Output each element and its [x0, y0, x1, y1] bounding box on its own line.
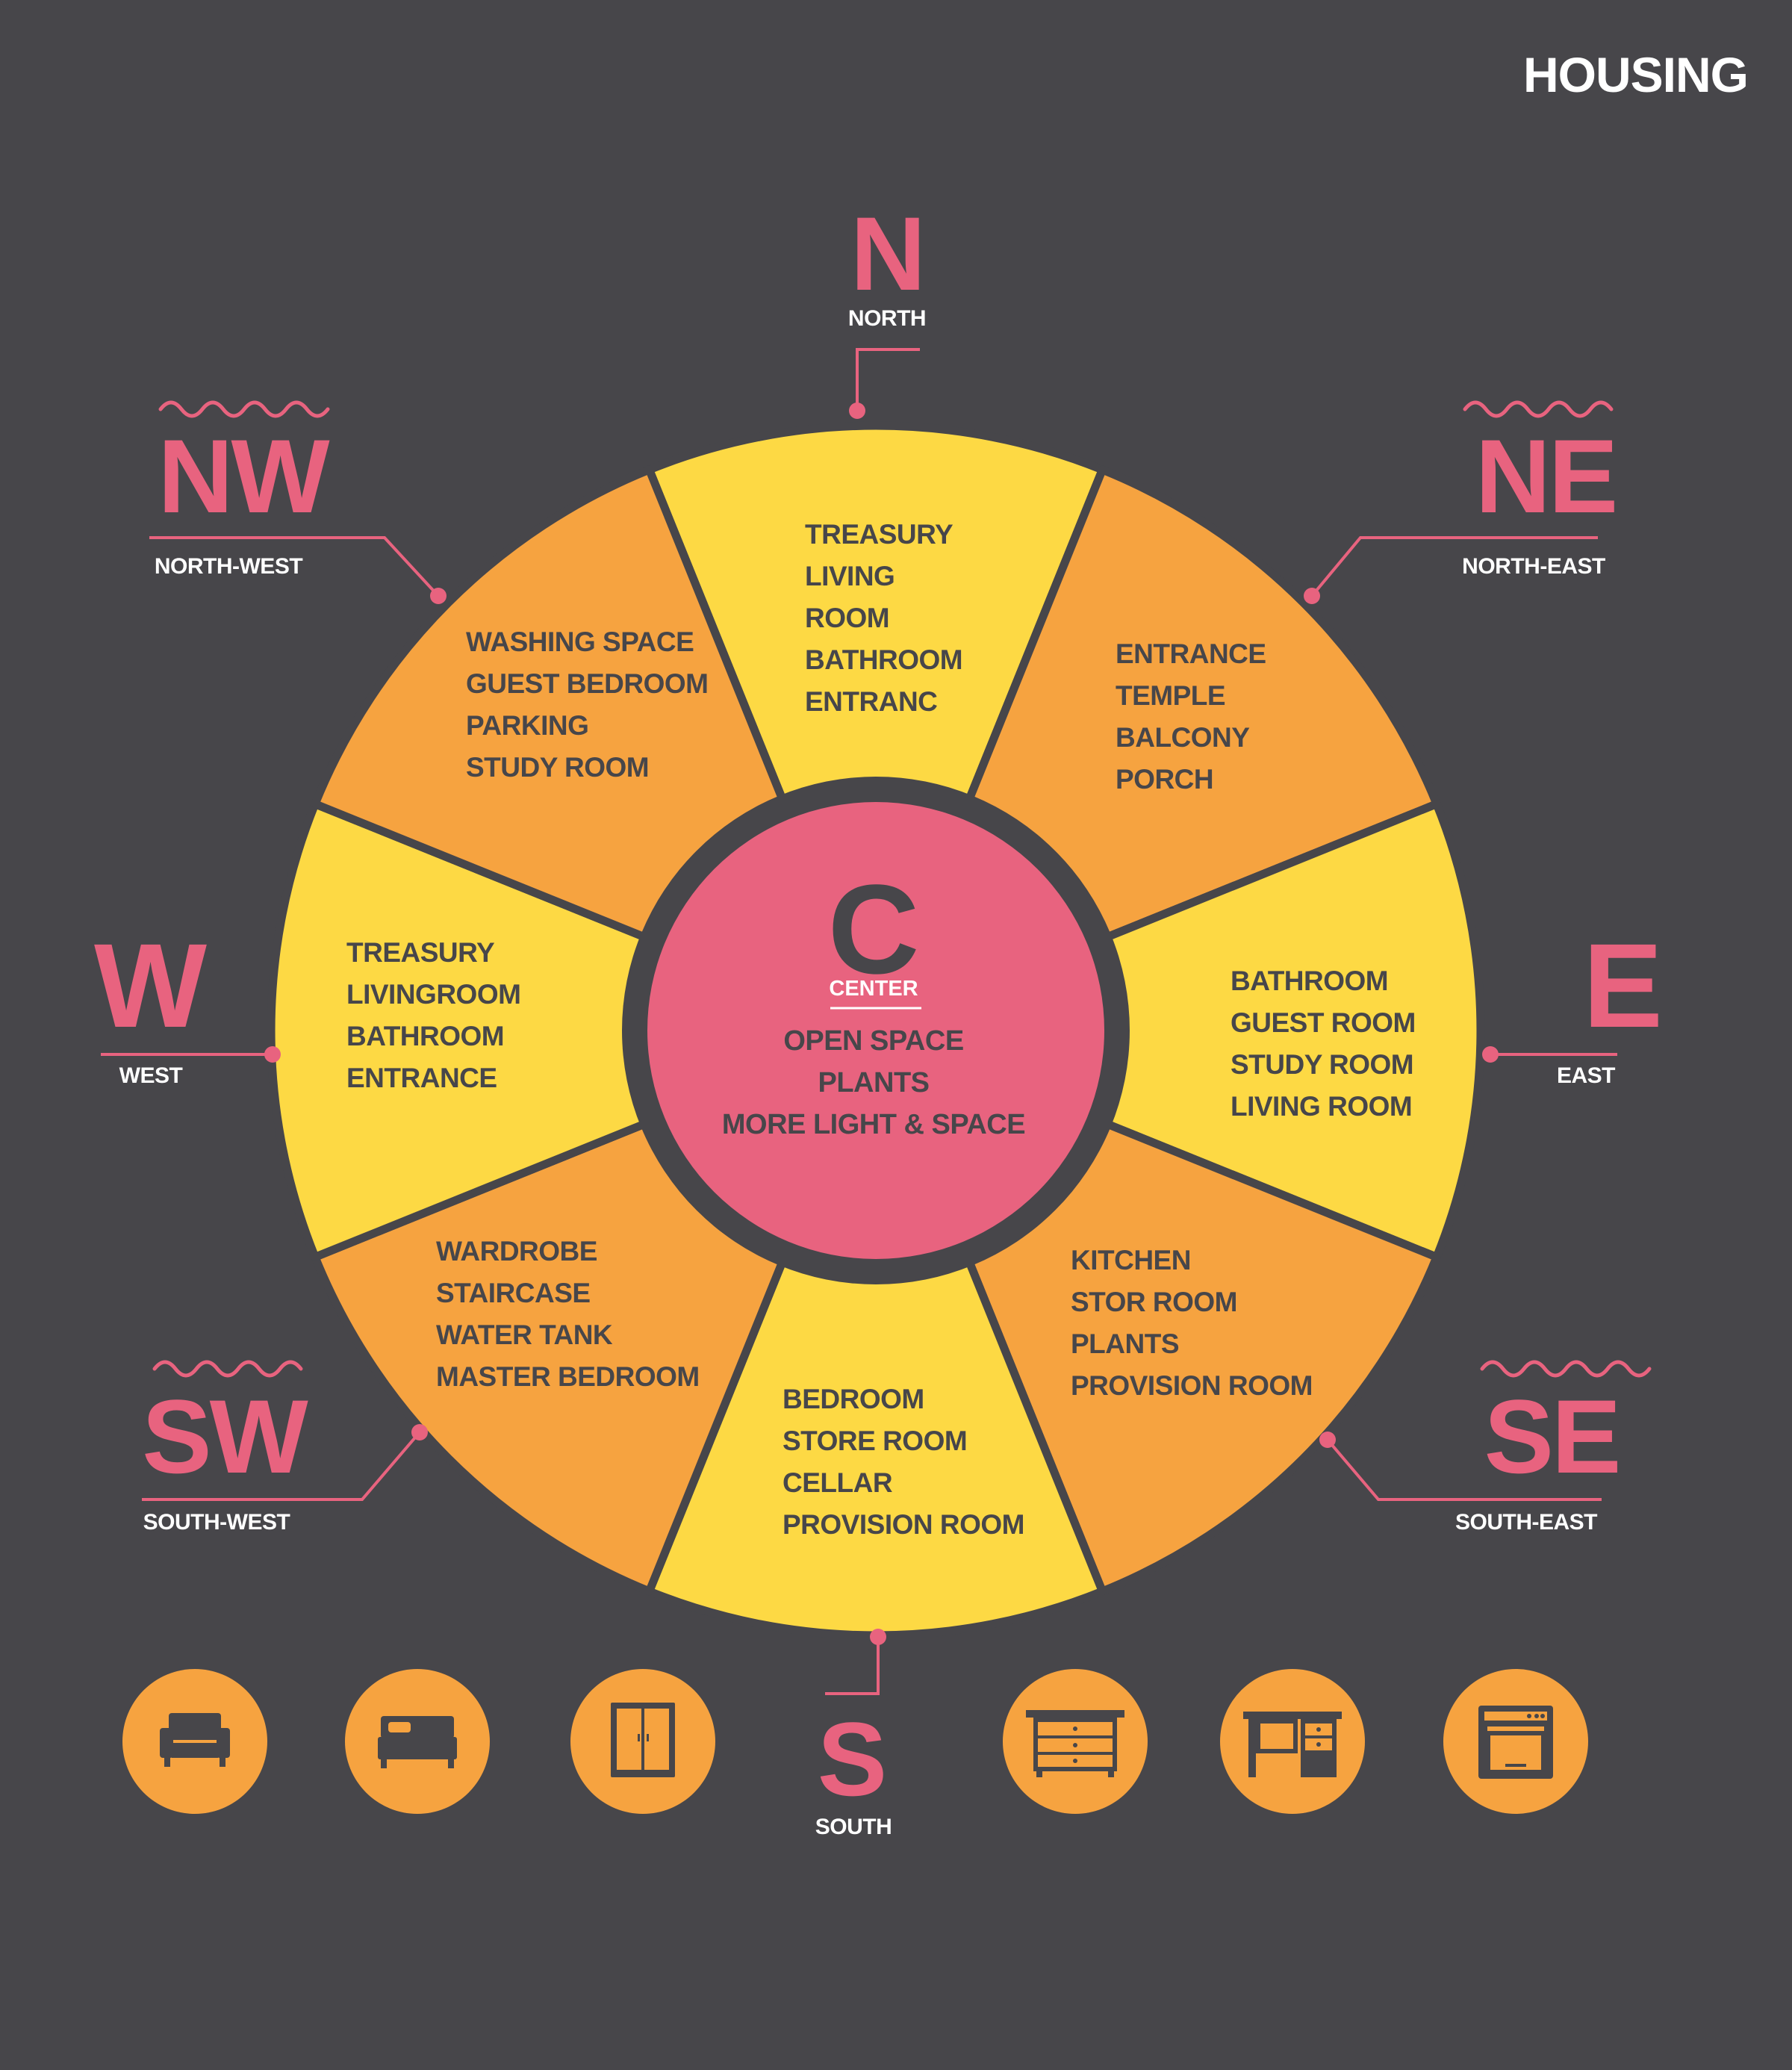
south-west-wave-icon	[152, 1360, 303, 1378]
north-west-wave-icon	[158, 400, 330, 418]
sector-item: ENTRANC	[805, 686, 938, 717]
sector-item: KITCHEN	[1071, 1245, 1191, 1275]
sector-north-east-text: ENTRANCE TEMPLE BALCONY PORCH	[1116, 633, 1266, 801]
east-dot	[1482, 1046, 1499, 1063]
housing-logo: HOUSING	[1523, 47, 1749, 102]
sector-item: ENTRANCE	[1116, 638, 1266, 669]
center-label: CENTER	[829, 977, 918, 1001]
south-east-connector	[1326, 1438, 1602, 1501]
center-items: OPEN SPACE PLANTS MORE LIGHT & SPACE	[687, 1020, 1060, 1146]
sector-item: LIVINGROOM	[346, 979, 521, 1010]
north-east-abbr: NE	[1475, 417, 1618, 535]
sector-item: TEMPLE	[1116, 680, 1226, 711]
dresser-icon	[1026, 1710, 1124, 1777]
sector-south-text: BEDROOM STORE ROOM CELLAR PROVISION ROOM	[783, 1379, 1024, 1546]
north-west-name: NORTH-WEST	[154, 554, 303, 579]
south-west-abbr: SW	[142, 1378, 308, 1495]
sector-item: BATHROOM	[346, 1021, 505, 1051]
south-west-connector	[142, 1431, 421, 1501]
sector-item: LIVING	[805, 561, 895, 591]
sector-item: BEDROOM	[783, 1384, 924, 1414]
west-abbr: W	[93, 919, 207, 1052]
east-name: EAST	[1556, 1063, 1616, 1088]
sector-item: PORCH	[1116, 764, 1214, 795]
sector-north-west-text: WASHING SPACE GUEST BEDROOM PARKING STUD…	[466, 621, 709, 789]
sector-item: STUDY ROOM	[466, 752, 650, 783]
sector-south-east-text: KITCHEN STOR ROOM PLANTS PROVISION ROOM	[1071, 1240, 1313, 1407]
center-item: PLANTS	[818, 1067, 930, 1098]
sector-item: BATHROOM	[1231, 966, 1389, 996]
oven-icon	[1478, 1706, 1553, 1779]
south-east-name: SOUTH-EAST	[1455, 1510, 1598, 1535]
south-east-dot	[1319, 1432, 1336, 1448]
south-east-abbr: SE	[1484, 1378, 1622, 1495]
sector-west-text: TREASURY LIVINGROOM BATHROOM ENTRANCE	[346, 932, 521, 1099]
sector-item: STUDY ROOM	[1231, 1049, 1414, 1080]
sector-item: TREASURY	[346, 937, 495, 968]
sector-item: STAIRCASE	[436, 1278, 591, 1308]
sector-item: TREASURY	[805, 519, 953, 550]
sector-north-text: TREASURY LIVING ROOM BATHROOM ENTRANC	[805, 514, 963, 723]
sector-item: PROVISION ROOM	[783, 1509, 1024, 1540]
sector-item: CELLAR	[783, 1467, 893, 1498]
sector-item: ROOM	[805, 603, 890, 633]
sector-east-text: BATHROOM GUEST ROOM STUDY ROOM LIVING RO…	[1231, 960, 1416, 1128]
north-west-connector	[149, 536, 440, 597]
sector-item: STORE ROOM	[783, 1426, 968, 1456]
sector-item: BATHROOM	[805, 644, 963, 675]
wardrobe-icon	[611, 1703, 675, 1777]
east-abbr: E	[1583, 919, 1663, 1052]
south-abbr: S	[817, 1700, 887, 1818]
sector-south-west-text: WARDROBE STAIRCASE WATER TANK MASTER BED…	[436, 1231, 700, 1398]
north-connector	[856, 348, 920, 411]
sector-item: WARDROBE	[436, 1236, 597, 1266]
south-west-dot	[411, 1424, 428, 1440]
sector-west	[267, 800, 880, 1261]
sector-item: STOR ROOM	[1071, 1287, 1237, 1317]
bed-icon	[378, 1716, 457, 1768]
sector-east	[871, 800, 1485, 1261]
north-east-connector	[1310, 536, 1598, 597]
sector-item: LIVING ROOM	[1231, 1091, 1413, 1122]
south-east-wave-icon	[1480, 1360, 1652, 1378]
north-dot	[849, 402, 865, 419]
sector-item: PROVISION ROOM	[1071, 1370, 1313, 1401]
sector-item: GUEST ROOM	[1231, 1007, 1416, 1038]
sector-item: WATER TANK	[436, 1320, 613, 1350]
armchair-icon	[160, 1713, 230, 1767]
sector-item: PLANTS	[1071, 1328, 1179, 1359]
sector-item: BALCONY	[1116, 722, 1250, 753]
center-item: OPEN SPACE	[783, 1025, 964, 1057]
sector-item: MASTER BEDROOM	[436, 1361, 700, 1392]
south-connector	[825, 1637, 880, 1695]
sector-item: ENTRANCE	[346, 1063, 497, 1093]
south-west-name: SOUTH-WEST	[143, 1510, 290, 1535]
center-circle	[647, 802, 1104, 1259]
west-dot	[264, 1046, 281, 1063]
north-east-name: NORTH-EAST	[1462, 554, 1605, 579]
sector-item: GUEST BEDROOM	[466, 668, 709, 699]
west-name: WEST	[119, 1063, 183, 1088]
north-east-dot	[1304, 588, 1320, 604]
north-abbr: N	[850, 195, 926, 312]
south-dot	[870, 1629, 886, 1645]
north-west-abbr: NW	[158, 417, 329, 535]
sector-north	[645, 421, 1107, 1035]
north-east-wave-icon	[1463, 400, 1614, 418]
center-item: MORE LIGHT & SPACE	[721, 1109, 1026, 1140]
sector-item: PARKING	[466, 710, 589, 741]
north-name: NORTH	[847, 306, 927, 331]
desk-icon	[1243, 1712, 1342, 1777]
sector-item: WASHING SPACE	[466, 627, 694, 657]
north-west-dot	[430, 588, 447, 604]
armchair-icon-circle	[122, 1669, 267, 1814]
south-name: SOUTH	[815, 1815, 892, 1839]
center-letter: C	[827, 859, 920, 1001]
